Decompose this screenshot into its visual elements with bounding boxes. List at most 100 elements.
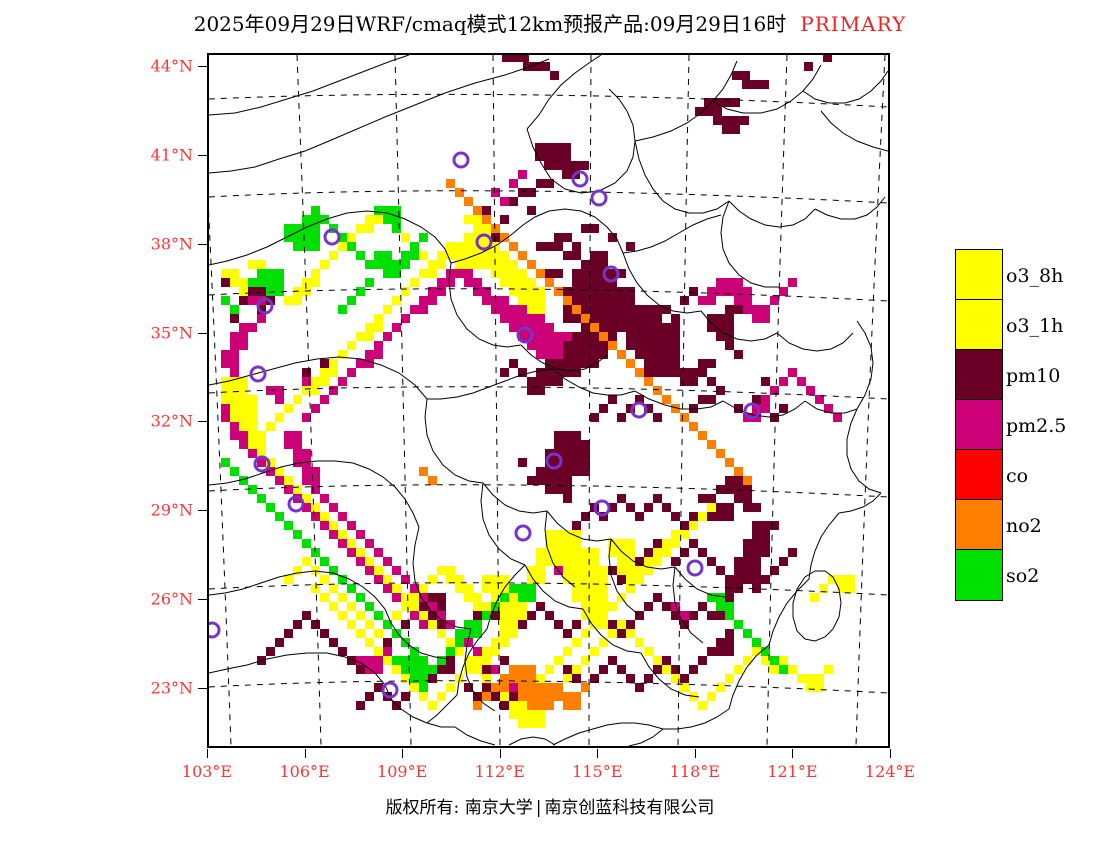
station-marker[interactable] [381,681,399,699]
station-marker[interactable] [287,495,305,513]
legend-label-o38h: o3_8h [1006,264,1064,287]
station-marker[interactable] [590,189,608,207]
pollutant-cell [230,305,239,314]
pollutant-cell [554,476,572,485]
pollutant-cell [608,629,617,638]
legend[interactable] [955,249,1003,601]
pollutant-cell [320,593,329,602]
pollutant-cell [401,602,410,611]
station-marker[interactable] [253,455,271,473]
pollutant-cell [716,602,734,611]
pollutant-cell [599,665,608,674]
station-marker[interactable] [602,265,620,283]
pollutant-cell [419,467,428,476]
pollutant-cell [356,665,365,674]
pollutant-cell [293,242,320,251]
pollutant-cell [365,638,374,647]
station-marker[interactable] [514,524,532,542]
pollutant-cell [293,566,302,575]
pollutant-cell [671,674,680,683]
pollutant-cell [266,287,284,296]
pollutant-cell [608,395,617,404]
station-marker[interactable] [516,326,534,344]
pollutant-cell [518,719,545,728]
station-marker[interactable] [686,559,704,577]
pollutant-cell [599,512,608,521]
pollutant-cell [590,647,599,656]
legend-swatch-pm10[interactable] [956,350,1002,400]
pollutant-cell [410,611,419,620]
pollutant-cell [707,557,716,566]
pollutant-cell [473,224,491,233]
pollutant-cell [572,269,617,287]
pollutant-cell [536,287,545,296]
pollutant-cell [734,665,743,674]
pollutant-cell [527,305,545,314]
pollutant-cell [383,638,392,647]
pollutant-cell [491,242,500,251]
pollutant-cell [347,296,356,305]
pollutant-cell [311,503,320,512]
pollutant-cell [788,548,797,557]
pollutant-cell [464,593,482,602]
pollutant-cell [473,701,482,710]
station-marker[interactable] [209,621,221,639]
pollutant-cell [527,377,545,395]
pollutant-cell [446,575,464,584]
station-marker[interactable] [452,151,470,169]
pollutant-cell [617,494,626,503]
pollutant-cell [266,503,275,512]
pollutant-cell [689,287,698,296]
pollutant-cell [662,305,671,314]
legend-swatch-no2[interactable] [956,500,1002,550]
pollutant-cell [518,170,527,179]
pollutant-cell [329,386,338,395]
pollutant-cell [338,512,347,521]
pollutant-cell [284,431,302,449]
legend-swatch-o38h[interactable] [956,250,1002,300]
station-marker[interactable] [475,233,493,251]
pollutant-cell [707,314,734,332]
pollutant-cell [563,665,572,674]
pollutant-cell [770,656,779,665]
legend-swatch-so2[interactable] [956,550,1002,600]
pollutant-cell [428,575,437,584]
pollutant-cell [779,656,788,665]
company-name: 南京创蓝科技有限公司 [544,798,715,818]
station-marker[interactable] [545,452,563,470]
pollutant-cell [725,629,734,638]
station-marker[interactable] [323,228,341,246]
pollutant-cell [662,350,680,368]
pollutant-cell [581,683,590,692]
pollutant-cell [581,602,608,620]
pollutant-cell [437,611,446,620]
pollutant-cell [653,539,662,548]
pollutant-cell [401,638,410,647]
pollutant-cell [698,548,707,557]
pollutant-cell [837,584,855,593]
legend-swatch-o31h[interactable] [956,300,1002,350]
pollutant-cell [257,458,266,467]
station-marker[interactable] [630,401,648,419]
pollutant-cell [689,521,698,530]
pollutant-cell [239,287,248,296]
pollutant-cell [338,575,347,584]
legend-swatch-pm25[interactable] [956,400,1002,450]
station-marker[interactable] [249,365,267,383]
pollutant-cell [644,548,653,557]
pollutant-cell [527,206,536,215]
pollutant-cell [302,539,311,548]
map-plot-area[interactable] [207,53,890,748]
station-marker[interactable] [593,499,611,517]
pollutant-cell [527,260,536,269]
station-marker[interactable] [256,297,274,315]
station-marker[interactable] [571,170,589,188]
pollutant-cell [572,584,608,602]
pollutant-cell [446,269,473,278]
legend-swatch-co[interactable] [956,450,1002,500]
pollutant-cell [743,539,770,557]
pollutant-cell [662,503,671,512]
pollutant-cell [347,539,356,548]
station-marker[interactable] [743,402,761,420]
pollutant-cell [716,683,725,692]
